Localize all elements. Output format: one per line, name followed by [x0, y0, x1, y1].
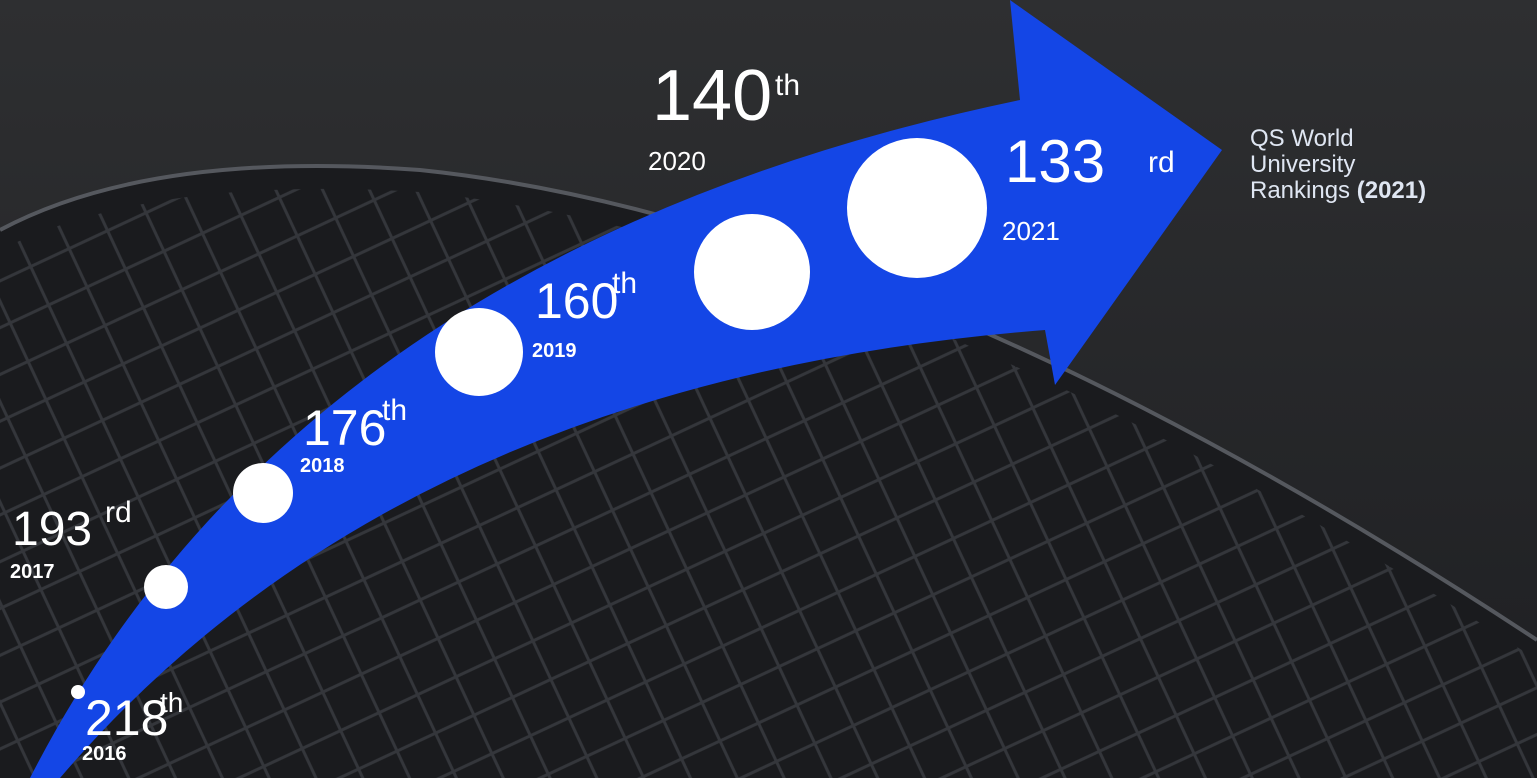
rank-suffix: th — [612, 267, 637, 300]
milestone-dot — [71, 685, 85, 699]
caption-text: Rankings — [1250, 177, 1350, 204]
rank: 133 — [1005, 128, 1105, 195]
rank-suffix: th — [382, 394, 407, 427]
rank-suffix: th — [775, 69, 800, 102]
milestone-dot — [435, 308, 523, 396]
roof-edge — [0, 164, 1537, 642]
caption-line: QS World — [1250, 125, 1354, 152]
caption-line: Rankings (2021) — [1250, 177, 1426, 204]
caption-line: University — [1250, 151, 1355, 178]
milestone-dot — [847, 138, 987, 278]
rank: 140 — [652, 56, 772, 136]
rank: 193 — [12, 503, 92, 556]
milestone-dot — [144, 565, 188, 609]
milestone-dot — [694, 214, 810, 330]
year: 2016 — [82, 743, 127, 765]
rank: 160 — [535, 273, 618, 329]
rank-suffix: rd — [1148, 146, 1175, 179]
year: 2018 — [300, 455, 345, 477]
milestone-dot — [233, 463, 293, 523]
year: 2021 — [1002, 216, 1060, 246]
year: 2017 — [10, 561, 55, 583]
rank: 176 — [303, 400, 386, 456]
year: 2019 — [532, 340, 577, 362]
rank: 218 — [85, 690, 168, 746]
rank-suffix: rd — [105, 496, 132, 529]
year: 2020 — [648, 146, 706, 176]
rank-suffix: th — [160, 687, 183, 718]
building-lattice — [0, 188, 1537, 778]
caption-year: (2021) — [1357, 177, 1426, 204]
